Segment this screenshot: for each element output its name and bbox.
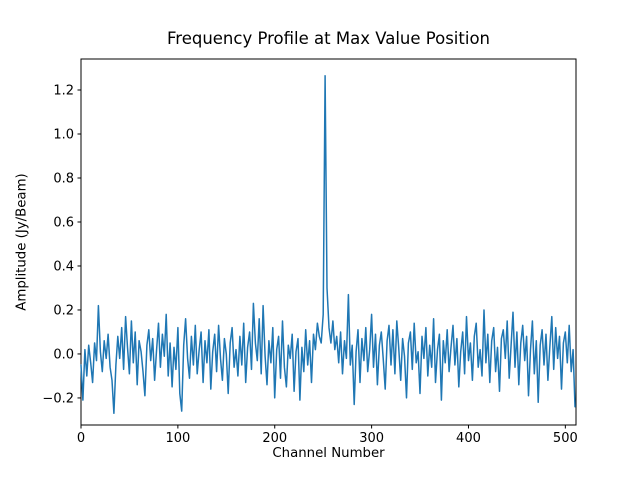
x-tick-label: 300 xyxy=(359,431,384,446)
y-tick-label: 0.6 xyxy=(53,215,74,230)
data-series-line xyxy=(80,74,576,415)
chart-title: Frequency Profile at Max Value Position xyxy=(166,29,490,48)
y-tick-label: 1.0 xyxy=(53,128,74,143)
y-axis-label: Amplitude (Jy/Beam) xyxy=(14,173,30,311)
y-tick-label: 1.2 xyxy=(53,84,74,99)
x-axis-label: Channel Number xyxy=(272,446,385,461)
x-tick-label: 0 xyxy=(77,431,85,446)
y-tick-label: −0.2 xyxy=(42,391,74,406)
x-tick-label: 500 xyxy=(553,431,578,446)
y-tick-label: 0.4 xyxy=(53,259,74,274)
x-tick-label: 200 xyxy=(262,431,287,446)
y-tick-label: 0.2 xyxy=(53,303,74,318)
y-tick-label: 0.0 xyxy=(53,347,74,362)
x-tick-label: 400 xyxy=(456,431,481,446)
y-tick-label: 0.8 xyxy=(53,171,74,186)
axes-frame xyxy=(80,58,577,426)
x-tick-label: 100 xyxy=(165,431,190,446)
